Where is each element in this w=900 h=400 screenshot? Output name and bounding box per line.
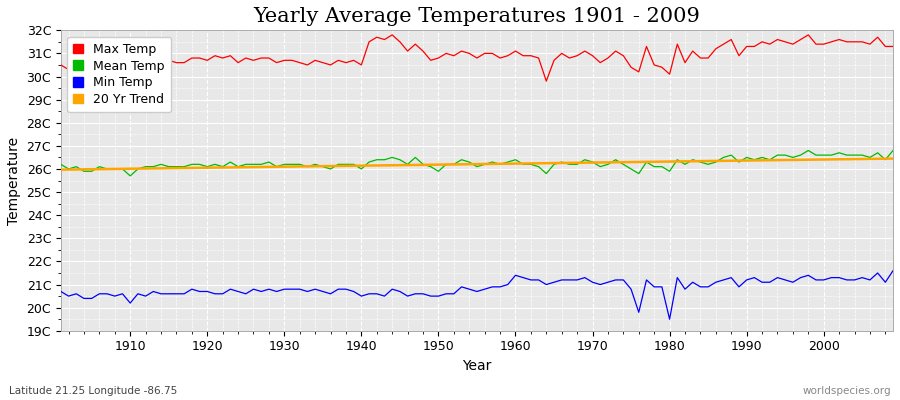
X-axis label: Year: Year (463, 359, 491, 373)
Title: Yearly Average Temperatures 1901 - 2009: Yearly Average Temperatures 1901 - 2009 (254, 7, 700, 26)
Legend: Max Temp, Mean Temp, Min Temp, 20 Yr Trend: Max Temp, Mean Temp, Min Temp, 20 Yr Tre… (68, 36, 171, 112)
Text: worldspecies.org: worldspecies.org (803, 386, 891, 396)
Y-axis label: Temperature: Temperature (7, 136, 21, 224)
Text: Latitude 21.25 Longitude -86.75: Latitude 21.25 Longitude -86.75 (9, 386, 177, 396)
